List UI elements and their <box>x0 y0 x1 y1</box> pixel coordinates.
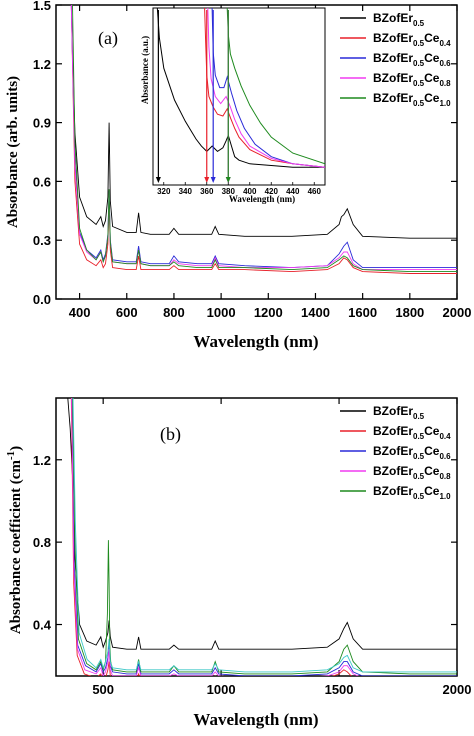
x-tick-label: 600 <box>116 305 138 320</box>
y-tick-label: 0.9 <box>33 116 51 131</box>
legend-label: BZofEr0.5Ce0.4 <box>373 424 451 441</box>
legend-label: BZofEr0.5Ce0.6 <box>373 51 451 68</box>
inset-chart: 320 340 360 380 400 420 440 460 Wavelength (nm)… <box>140 7 326 204</box>
legend-label: BZofEr0.5 <box>373 11 425 28</box>
inset-series-line <box>204 8 325 168</box>
legend-label: BZofEr0.5Ce1.0 <box>373 484 451 501</box>
legend-label: BZofEr0.5Ce1.0 <box>373 91 451 108</box>
panel-b-xlabel: Wavelength (nm) <box>193 710 318 729</box>
series-line <box>72 50 457 239</box>
inset-x-tick-label: 420 <box>265 187 279 196</box>
inset-series-line <box>156 8 325 168</box>
inset-xlabel: Wavelength (nm) <box>229 194 295 204</box>
x-tick-label: 400 <box>69 305 91 320</box>
legend-label: BZofEr0.5Ce0.8 <box>373 464 451 481</box>
inset-x-tick-label: 320 <box>157 187 171 196</box>
x-tick-label: 1000 <box>207 305 236 320</box>
x-tick-label: 2000 <box>443 682 472 697</box>
x-tick-label: 800 <box>163 305 185 320</box>
y-tick-label: 0.8 <box>33 535 51 550</box>
y-tick-label: 0.3 <box>33 233 51 248</box>
panel-a-ylabel: Absorbance (arb. units) <box>5 76 21 228</box>
series-line <box>70 398 352 676</box>
x-tick-label: 2000 <box>443 305 472 320</box>
panel-a: (a) 0.0 0.3 0.6 0.9 1.2 1.5 400 600 800 1000 1200… <box>5 0 471 351</box>
legend-label: BZofEr0.5Ce0.4 <box>373 31 451 48</box>
x-tick-label: 1800 <box>395 305 424 320</box>
inset-series-line <box>226 8 325 165</box>
series-line <box>67 398 457 650</box>
inset-arrow-head <box>155 177 161 183</box>
inset-series-line <box>207 8 325 168</box>
series-line <box>71 398 457 676</box>
inset-x-tick-label: 440 <box>286 187 300 196</box>
y-tick-label: 0.0 <box>33 292 51 307</box>
panel-b-frame <box>55 397 458 677</box>
inset-x-tick-label: 460 <box>308 187 322 196</box>
inset-x-tick-label: 340 <box>179 187 193 196</box>
inset-series-line <box>211 8 325 168</box>
y-tick-label: 0.6 <box>33 174 51 189</box>
x-tick-label: 1500 <box>325 682 354 697</box>
panel-b-ylabel: Absorbance coefficient (cm-1) <box>5 446 24 634</box>
y-tick-label: 1.5 <box>33 0 51 13</box>
series-line <box>72 5 457 273</box>
legend-label: BZofEr0.5 <box>373 404 425 421</box>
y-tick-label: 1.2 <box>33 57 51 72</box>
legend-label: BZofEr0.5Ce0.8 <box>373 71 451 88</box>
panel-a-xlabel: Wavelength (nm) <box>193 332 318 351</box>
inset-ylabel: Absorbance (a.u.) <box>140 36 150 104</box>
inset-arrow-head <box>210 177 216 183</box>
panel-a-frame <box>55 4 458 300</box>
series-line <box>72 398 457 673</box>
inset-arrow-head <box>204 177 210 183</box>
y-tick-label: 1.2 <box>33 453 51 468</box>
inset-x-tick-label: 400 <box>243 187 257 196</box>
y-tick-label: 0.4 <box>33 618 52 633</box>
panel-b-legend: BZofEr0.5 BZofEr0.5Ce0.4 BZofEr0.5Ce0.6 BZo… <box>340 404 451 501</box>
x-tick-label: 1200 <box>254 305 283 320</box>
x-tick-label: 1400 <box>301 305 330 320</box>
panel-a-legend: BZofEr0.5 BZofEr0.5Ce0.4 BZofEr0.5Ce0.6 BZo… <box>340 11 451 108</box>
panel-b-letter: (b) <box>160 424 181 445</box>
inset-arrow-head <box>225 177 231 183</box>
panel-b: (b) 0.4 0.8 1.2 500 1000 1500 2000 Wavelength… <box>5 397 472 729</box>
x-tick-label: 1000 <box>207 682 236 697</box>
series-line <box>72 398 457 675</box>
inset-frame <box>152 7 326 186</box>
legend-label: BZofEr0.5Ce0.6 <box>373 444 451 461</box>
x-tick-label: 500 <box>92 682 114 697</box>
series-line <box>71 398 360 676</box>
x-tick-label: 1600 <box>348 305 377 320</box>
series-line <box>70 5 457 269</box>
inset-x-tick-label: 380 <box>222 187 236 196</box>
inset-x-tick-label: 360 <box>200 187 214 196</box>
panel-a-letter: (a) <box>98 28 118 49</box>
series-line <box>70 5 457 274</box>
